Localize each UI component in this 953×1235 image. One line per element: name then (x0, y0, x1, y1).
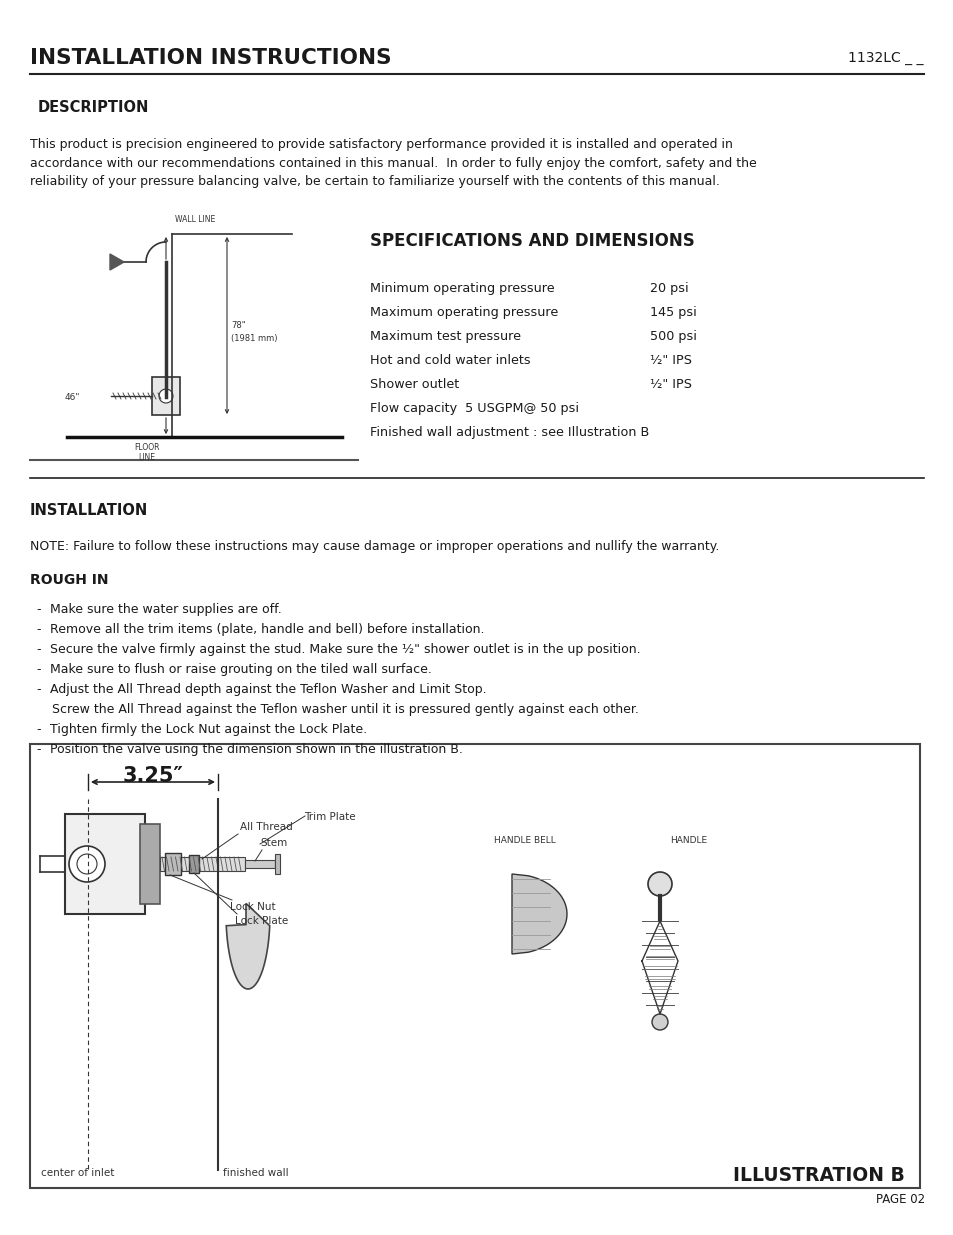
Bar (65, 814, 145, 914)
Text: Make sure the water supplies are off.: Make sure the water supplies are off. (50, 603, 281, 616)
Text: Maximum operating pressure: Maximum operating pressure (370, 306, 558, 319)
Text: PAGE 02: PAGE 02 (875, 1193, 924, 1207)
Text: Maximum test pressure: Maximum test pressure (370, 330, 520, 343)
Text: Remove all the trim items (plate, handle and bell) before installation.: Remove all the trim items (plate, handle… (50, 622, 484, 636)
Text: Flow capacity  5 USGPM@ 50 psi: Flow capacity 5 USGPM@ 50 psi (370, 403, 578, 415)
Text: WALL LINE: WALL LINE (174, 215, 215, 224)
Text: -: - (36, 743, 40, 756)
Bar (30, 743, 919, 1188)
Text: 3.25″: 3.25″ (122, 766, 183, 785)
Text: 1132LC _ _: 1132LC _ _ (847, 51, 923, 65)
Text: -: - (36, 683, 40, 697)
Text: 20 psi: 20 psi (649, 282, 688, 295)
Text: -: - (36, 622, 40, 636)
Text: -: - (36, 663, 40, 676)
Text: 46": 46" (65, 393, 80, 401)
Text: ROUGH IN: ROUGH IN (30, 573, 109, 587)
Text: All Thread: All Thread (240, 823, 293, 832)
Text: finished wall: finished wall (223, 1168, 289, 1178)
Text: Trim Plate: Trim Plate (304, 811, 355, 823)
Text: Lock Nut: Lock Nut (230, 902, 275, 911)
Text: Position the valve using the dimension shown in the illustration B.: Position the valve using the dimension s… (50, 743, 462, 756)
Text: INSTALLATION INSTRUCTIONS: INSTALLATION INSTRUCTIONS (30, 48, 392, 68)
Polygon shape (110, 254, 124, 270)
Text: INSTALLATION: INSTALLATION (30, 503, 148, 517)
Polygon shape (512, 874, 566, 953)
Text: Secure the valve firmly against the stud. Make sure the ½" shower outlet is in t: Secure the valve firmly against the stud… (50, 643, 640, 656)
Text: SPECIFICATIONS AND DIMENSIONS: SPECIFICATIONS AND DIMENSIONS (370, 232, 694, 249)
Bar (152, 377, 180, 415)
Text: -: - (36, 603, 40, 616)
Text: Screw the All Thread against the Teflon washer until it is pressured gently agai: Screw the All Thread against the Teflon … (52, 703, 639, 716)
Circle shape (651, 1014, 667, 1030)
Text: ILLUSTRATION B: ILLUSTRATION B (732, 1166, 904, 1186)
Text: Stem: Stem (260, 839, 287, 848)
Text: (1981 mm): (1981 mm) (231, 333, 277, 342)
Text: Minimum operating pressure: Minimum operating pressure (370, 282, 554, 295)
Bar (245, 860, 274, 868)
Circle shape (159, 389, 172, 403)
Text: Adjust the All Thread depth against the Teflon Washer and Limit Stop.: Adjust the All Thread depth against the … (50, 683, 486, 697)
Text: FLOOR: FLOOR (134, 443, 159, 452)
Text: NOTE: Failure to follow these instructions may cause damage or improper operatio: NOTE: Failure to follow these instructio… (30, 540, 719, 553)
Circle shape (69, 846, 105, 882)
Text: 145 psi: 145 psi (649, 306, 696, 319)
Circle shape (77, 853, 97, 874)
Bar (160, 857, 245, 871)
Text: Finished wall adjustment : see Illustration B: Finished wall adjustment : see Illustrat… (370, 426, 649, 438)
Text: Hot and cold water inlets: Hot and cold water inlets (370, 354, 530, 367)
Text: Make sure to flush or raise grouting on the tiled wall surface.: Make sure to flush or raise grouting on … (50, 663, 432, 676)
Text: Shower outlet: Shower outlet (370, 378, 458, 391)
Bar (140, 824, 160, 904)
Text: center of inlet: center of inlet (41, 1168, 114, 1178)
Text: -: - (36, 722, 40, 736)
Polygon shape (226, 904, 270, 989)
Text: This product is precision engineered to provide satisfactory performance provide: This product is precision engineered to … (30, 138, 756, 188)
Text: ½" IPS: ½" IPS (649, 354, 691, 367)
Text: 500 psi: 500 psi (649, 330, 696, 343)
Text: DESCRIPTION: DESCRIPTION (38, 100, 150, 115)
Text: Lock Plate: Lock Plate (234, 916, 288, 926)
Text: HANDLE: HANDLE (669, 836, 706, 845)
Circle shape (647, 872, 671, 897)
Bar (274, 853, 280, 874)
Text: HANDLE BELL: HANDLE BELL (494, 836, 556, 845)
Bar (189, 855, 199, 873)
Text: 78": 78" (231, 321, 245, 330)
Text: LINE: LINE (138, 453, 155, 462)
Text: Tighten firmly the Lock Nut against the Lock Plate.: Tighten firmly the Lock Nut against the … (50, 722, 367, 736)
Text: -: - (36, 643, 40, 656)
Bar (165, 853, 181, 876)
Text: ½" IPS: ½" IPS (649, 378, 691, 391)
